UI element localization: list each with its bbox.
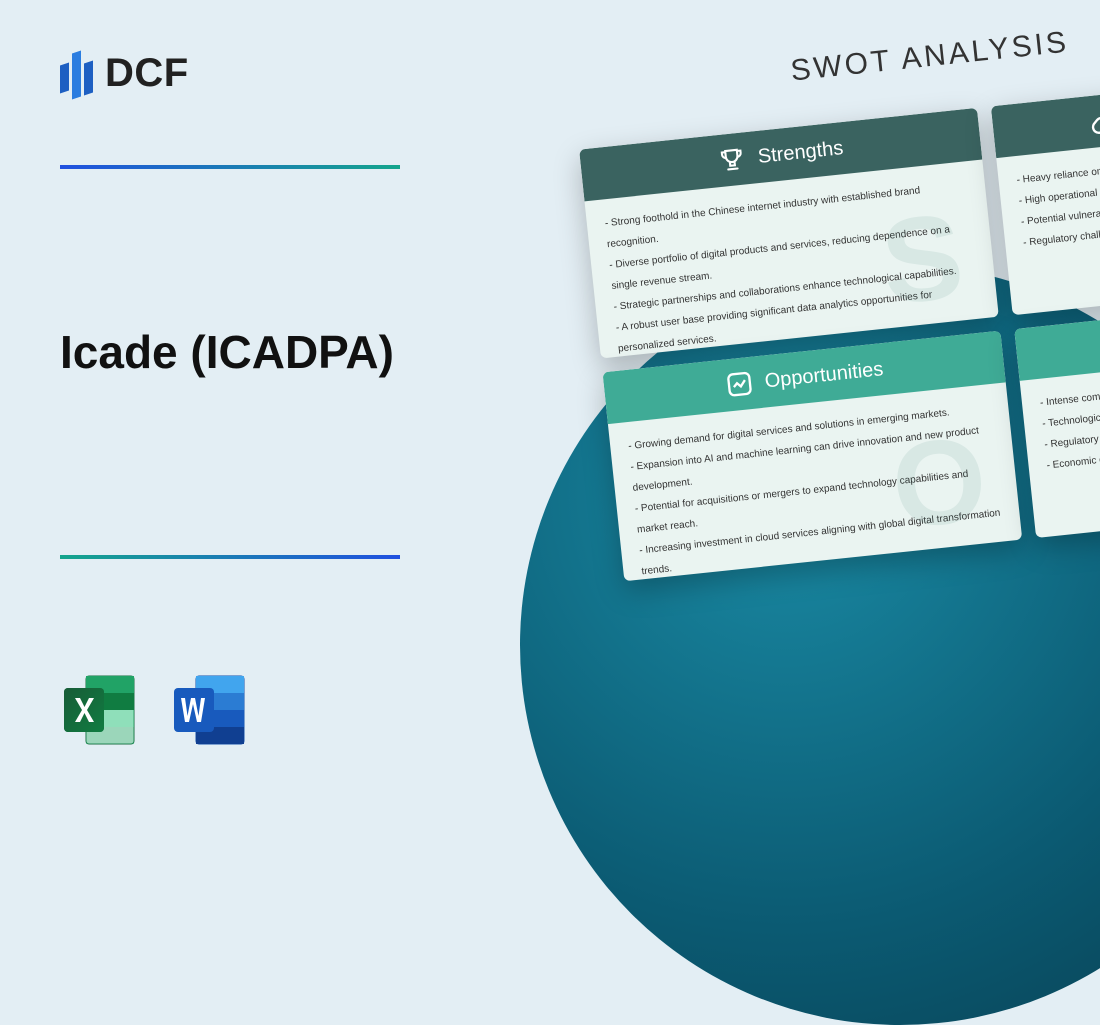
- swot-heading: SWOT ANALYSIS: [789, 25, 1071, 88]
- swot-card-threats: Intense competition Technological disru …: [1014, 306, 1100, 538]
- link-icon: [1088, 105, 1100, 136]
- logo: DCF: [60, 48, 189, 98]
- logo-icon: [60, 48, 93, 98]
- divider-bottom: [60, 555, 400, 559]
- page-title: Icade (ICADPA): [60, 325, 394, 379]
- swot-title-strengths: Strengths: [757, 137, 845, 169]
- swot-header-weaknesses: [991, 83, 1100, 158]
- swot-card-strengths: Strengths S Strong foothold in the Chine…: [579, 108, 999, 359]
- file-icons: [60, 670, 250, 750]
- swot-card-weaknesses: Heavy reliance on the domestic High oper…: [991, 83, 1100, 315]
- swot-grid: Strengths S Strong foothold in the Chine…: [579, 83, 1100, 582]
- word-icon: [170, 670, 250, 750]
- swot-header-threats: [1014, 306, 1100, 381]
- divider-top: [60, 165, 400, 169]
- strengths-list: Strong foothold in the Chinese internet …: [604, 175, 981, 358]
- weaknesses-list: Heavy reliance on the domestic High oper…: [1016, 151, 1100, 254]
- swot-title-opportunities: Opportunities: [764, 358, 885, 393]
- swot-card-opportunities: Opportunities O Growing demand for digit…: [602, 331, 1022, 582]
- threats-list: Intense competition Technological disru …: [1039, 374, 1100, 477]
- logo-text: DCF: [105, 51, 189, 96]
- trophy-icon: [717, 144, 748, 175]
- chart-icon: [724, 369, 755, 400]
- excel-icon: [60, 670, 140, 750]
